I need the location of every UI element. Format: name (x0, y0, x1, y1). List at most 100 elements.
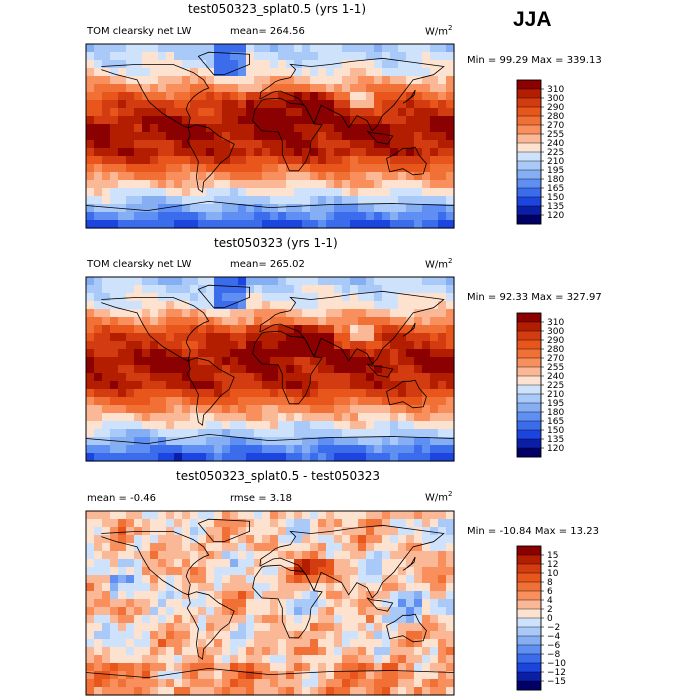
map-cell (398, 381, 407, 390)
map-cell (158, 583, 167, 592)
map-cell (326, 333, 335, 342)
map-cell (110, 591, 119, 600)
map-cell (254, 663, 263, 672)
map-cell (206, 212, 215, 221)
map-cell (430, 429, 439, 438)
map-cell (222, 397, 231, 406)
map-cell (158, 92, 167, 101)
map-cell (374, 615, 383, 624)
map-cell (246, 623, 255, 632)
map-cell (350, 623, 359, 632)
map-cell (214, 663, 223, 672)
map-cell (318, 100, 327, 109)
map-cell (438, 381, 447, 390)
map-cell (166, 567, 175, 576)
map-cell (390, 429, 399, 438)
map-cell (358, 277, 367, 286)
map-cell (398, 52, 407, 61)
colorbar-label: 210 (547, 390, 564, 400)
map-cell (246, 583, 255, 592)
map-cell (270, 132, 279, 141)
map-cell (302, 116, 311, 125)
map-cell (86, 349, 95, 358)
map-cell (318, 559, 327, 568)
map-cell (350, 156, 359, 165)
map-cell (150, 575, 159, 584)
map-cell (222, 333, 231, 342)
map-cell (342, 365, 351, 374)
map-cell (382, 293, 391, 302)
map-cell (390, 591, 399, 600)
map-cell (374, 647, 383, 656)
map-cell (110, 140, 119, 149)
map-cell (406, 277, 415, 286)
map-cell (446, 333, 455, 342)
map-cell (94, 631, 103, 640)
map-cell (94, 437, 103, 446)
map-cell (390, 116, 399, 125)
map-cell (254, 365, 263, 374)
map-cell (110, 164, 119, 173)
map-cell (158, 220, 167, 229)
map-cell (158, 413, 167, 422)
map-cell (150, 543, 159, 552)
map-cell (438, 543, 447, 552)
map-cell (342, 204, 351, 213)
map-cell (222, 591, 231, 600)
map-cell (118, 591, 127, 600)
map-cell (446, 164, 455, 173)
map-cell (430, 156, 439, 165)
map-cell (406, 325, 415, 334)
map-cell (150, 108, 159, 117)
map-cell (86, 559, 95, 568)
map-cell (430, 437, 439, 446)
map-cell (142, 421, 151, 430)
map-cell (246, 397, 255, 406)
map-cell (254, 453, 263, 462)
map-cell (390, 68, 399, 77)
map-cell (318, 140, 327, 149)
map-cell (446, 212, 455, 221)
map-cell (126, 204, 135, 213)
map-cell (222, 623, 231, 632)
map-cell (318, 108, 327, 117)
map-cell (294, 551, 303, 560)
map-cell (142, 341, 151, 350)
map-cell (446, 663, 455, 672)
map-cell (198, 349, 207, 358)
map-cell (390, 301, 399, 310)
map-cell (166, 397, 175, 406)
map-cell (390, 655, 399, 664)
map-cell (342, 220, 351, 229)
map-cell (382, 204, 391, 213)
map-cell (374, 655, 383, 664)
map-cell (294, 196, 303, 205)
map-cell (374, 116, 383, 125)
map-cell (438, 180, 447, 189)
map-cell (398, 365, 407, 374)
map-cell (190, 341, 199, 350)
map-cell (326, 44, 335, 53)
map-cell (438, 92, 447, 101)
panel1-variable: TOM clearsky net LW (87, 26, 192, 37)
map-cell (182, 413, 191, 422)
map-cell (94, 116, 103, 125)
map-cell (342, 397, 351, 406)
map-cell (94, 333, 103, 342)
map-cell (446, 405, 455, 414)
map-cell (230, 639, 239, 648)
map-cell (142, 116, 151, 125)
map-cell (294, 204, 303, 213)
map-cell (310, 164, 319, 173)
map-cell (366, 365, 375, 374)
map-cell (102, 172, 111, 181)
colorbar-label: 135 (547, 202, 564, 212)
map-cell (94, 655, 103, 664)
map-cell (126, 156, 135, 165)
colorbar-label: −8 (547, 650, 561, 660)
map-cell (398, 172, 407, 181)
map-cell (142, 148, 151, 157)
map-cell (414, 116, 423, 125)
map-cell (294, 429, 303, 438)
